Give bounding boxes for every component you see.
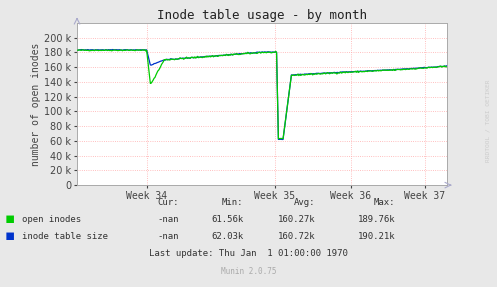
Text: Avg:: Avg: <box>294 198 316 207</box>
Text: Munin 2.0.75: Munin 2.0.75 <box>221 267 276 276</box>
Text: ▪: ▪ <box>5 228 15 243</box>
Text: 160.72k: 160.72k <box>278 232 316 241</box>
Text: 160.27k: 160.27k <box>278 215 316 224</box>
Text: 62.03k: 62.03k <box>211 232 244 241</box>
Y-axis label: number of open inodes: number of open inodes <box>31 42 41 166</box>
Text: 189.76k: 189.76k <box>357 215 395 224</box>
Text: -nan: -nan <box>158 215 179 224</box>
Text: RRDTOOL / TOBI OETIKER: RRDTOOL / TOBI OETIKER <box>486 79 491 162</box>
Text: Last update: Thu Jan  1 01:00:00 1970: Last update: Thu Jan 1 01:00:00 1970 <box>149 249 348 259</box>
Text: 61.56k: 61.56k <box>211 215 244 224</box>
Text: ▪: ▪ <box>5 211 15 226</box>
Text: -nan: -nan <box>158 232 179 241</box>
Text: inode table size: inode table size <box>22 232 108 241</box>
Text: Cur:: Cur: <box>158 198 179 207</box>
Text: Max:: Max: <box>374 198 395 207</box>
Title: Inode table usage - by month: Inode table usage - by month <box>157 9 367 22</box>
Text: open inodes: open inodes <box>22 215 82 224</box>
Text: Min:: Min: <box>222 198 244 207</box>
Text: 190.21k: 190.21k <box>357 232 395 241</box>
